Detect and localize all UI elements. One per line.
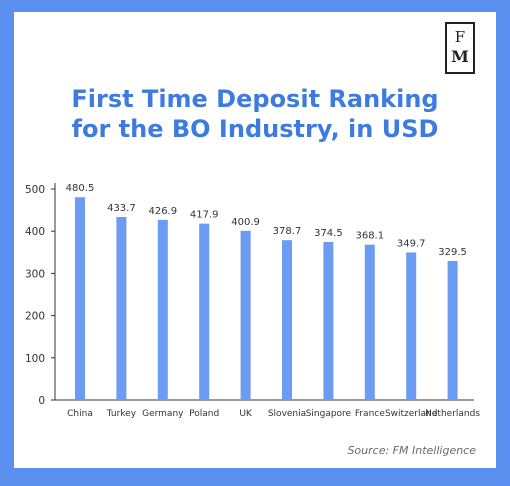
y-tick-label: 400 xyxy=(25,226,45,238)
x-tick-label: Netherlands xyxy=(425,409,480,419)
fm-logo: F M xyxy=(445,22,475,74)
x-tick-label: France xyxy=(355,409,385,419)
bar-china xyxy=(75,197,85,400)
chart-title-line-2: for the BO Industry, in USD xyxy=(71,115,439,143)
y-tick-label: 200 xyxy=(25,311,45,323)
data-label: 349.7 xyxy=(397,238,426,249)
x-tick-label: Turkey xyxy=(106,409,137,419)
bar-uk xyxy=(240,230,251,400)
x-tick-label: Slovenia xyxy=(268,409,306,419)
x-tick-label: Singapore xyxy=(306,409,352,419)
logo-letter-m: M xyxy=(451,47,469,66)
bar-singapore xyxy=(323,241,334,400)
x-tick-label: Germany xyxy=(142,409,184,419)
x-tick-label: China xyxy=(67,409,93,419)
y-tick-label: 0 xyxy=(38,395,45,407)
x-tick-label: UK xyxy=(239,409,253,419)
data-label: 374.5 xyxy=(314,228,343,239)
bar-switzerland xyxy=(406,252,417,400)
bar-poland xyxy=(199,223,210,400)
bar-germany xyxy=(157,219,168,400)
logo-letter-f: F xyxy=(454,28,466,46)
data-label: 400.9 xyxy=(231,217,260,228)
y-tick-label: 300 xyxy=(25,268,45,280)
bar-slovenia xyxy=(282,240,292,400)
data-label: 480.5 xyxy=(66,183,95,194)
source-note: Source: FM Intelligence xyxy=(347,444,476,457)
data-label: 417.9 xyxy=(190,210,219,221)
x-tick-label: Switzerland xyxy=(385,409,438,419)
x-tick-label: Poland xyxy=(189,409,219,419)
chart-title: First Time Deposit Ranking for the BO In… xyxy=(0,84,510,144)
data-label: 378.7 xyxy=(273,226,302,237)
y-tick-label: 100 xyxy=(25,353,45,365)
data-label: 433.7 xyxy=(107,203,136,214)
bar-netherlands xyxy=(447,260,458,400)
y-tick-label: 500 xyxy=(25,184,45,196)
bar-turkey xyxy=(116,216,127,400)
data-label: 426.9 xyxy=(148,206,177,217)
data-label: 329.5 xyxy=(438,247,467,258)
bar-france xyxy=(364,244,375,400)
data-label: 368.1 xyxy=(355,231,384,242)
chart-title-line-1: First Time Deposit Ranking xyxy=(71,85,439,113)
